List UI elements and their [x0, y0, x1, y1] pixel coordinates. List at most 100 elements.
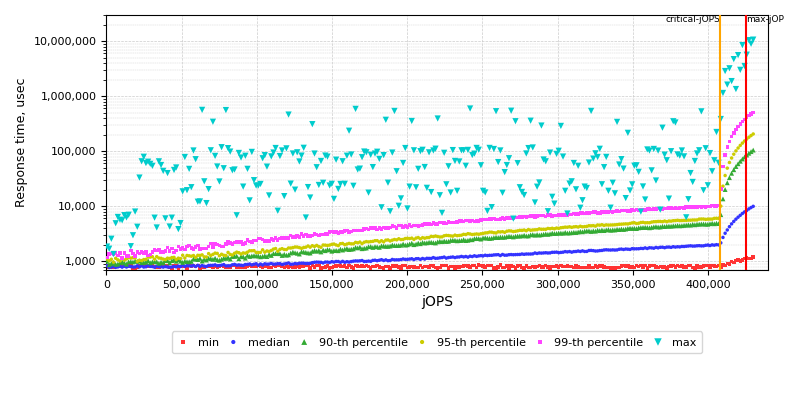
95-th percentile	[168, 254, 181, 260]
median	[369, 257, 382, 264]
95-th percentile	[609, 222, 622, 228]
max	[276, 147, 289, 154]
median	[690, 242, 703, 249]
median	[706, 242, 718, 248]
90-th percentile	[313, 247, 326, 254]
median	[710, 242, 723, 248]
90-th percentile	[669, 223, 682, 229]
99-th percentile	[429, 221, 442, 227]
95-th percentile	[425, 233, 438, 240]
median	[271, 260, 284, 267]
95-th percentile	[159, 256, 172, 263]
median	[442, 254, 455, 261]
95-th percentile	[674, 218, 686, 224]
median	[591, 248, 604, 254]
min	[421, 264, 434, 270]
90-th percentile	[366, 244, 379, 251]
Y-axis label: Response time, usec: Response time, usec	[15, 78, 28, 207]
90-th percentile	[218, 255, 230, 261]
99-th percentile	[574, 210, 586, 216]
max	[168, 167, 181, 173]
median	[241, 261, 254, 268]
95-th percentile	[163, 255, 176, 262]
95-th percentile	[502, 228, 515, 234]
median	[101, 262, 114, 269]
90-th percentile	[576, 228, 589, 235]
90-th percentile	[379, 243, 392, 250]
min	[226, 262, 238, 269]
min	[702, 262, 714, 269]
min	[734, 258, 746, 264]
99-th percentile	[416, 222, 429, 228]
median	[219, 263, 232, 269]
95-th percentile	[185, 253, 198, 260]
median	[406, 256, 418, 262]
99-th percentile	[111, 252, 124, 259]
min	[102, 264, 115, 270]
95-th percentile	[479, 230, 492, 236]
90-th percentile	[295, 248, 308, 255]
max	[178, 154, 191, 160]
99-th percentile	[717, 163, 730, 170]
90-th percentile	[250, 253, 262, 259]
90-th percentile	[703, 220, 716, 227]
median	[170, 264, 182, 270]
95-th percentile	[198, 254, 210, 260]
median	[567, 248, 580, 255]
median	[326, 258, 338, 265]
max	[416, 146, 429, 153]
min	[686, 264, 699, 271]
min	[699, 262, 712, 268]
min	[215, 262, 228, 268]
95-th percentile	[403, 235, 416, 242]
90-th percentile	[116, 259, 129, 265]
max	[429, 146, 442, 152]
99-th percentile	[319, 231, 332, 237]
min	[654, 264, 666, 270]
90-th percentile	[422, 239, 435, 246]
median	[732, 214, 745, 220]
99-th percentile	[425, 221, 438, 228]
min	[293, 264, 306, 270]
median	[401, 256, 414, 262]
median	[658, 244, 671, 251]
95-th percentile	[313, 243, 326, 250]
max	[336, 158, 349, 164]
90-th percentile	[222, 254, 234, 261]
99-th percentile	[464, 218, 477, 224]
99-th percentile	[652, 205, 665, 212]
min	[624, 264, 637, 270]
90-th percentile	[550, 230, 563, 237]
90-th percentile	[522, 233, 535, 239]
max	[675, 147, 688, 154]
min	[241, 263, 254, 269]
median	[726, 221, 738, 227]
95-th percentile	[289, 244, 302, 250]
median	[278, 261, 290, 267]
max	[632, 169, 645, 175]
95-th percentile	[604, 222, 617, 228]
99-th percentile	[234, 239, 247, 246]
90-th percentile	[544, 231, 557, 237]
min	[609, 265, 622, 271]
max	[407, 147, 420, 154]
min	[552, 264, 565, 270]
min	[742, 256, 755, 262]
max	[514, 184, 526, 190]
median	[194, 263, 206, 270]
99-th percentile	[427, 220, 440, 226]
min	[384, 265, 397, 271]
median	[582, 247, 595, 254]
90-th percentile	[656, 223, 669, 230]
90-th percentile	[321, 246, 334, 253]
max	[360, 149, 373, 156]
95-th percentile	[187, 252, 200, 259]
max	[570, 186, 582, 192]
95-th percentile	[246, 248, 258, 254]
95-th percentile	[399, 235, 412, 242]
99-th percentile	[174, 246, 187, 252]
min	[567, 264, 580, 271]
min	[345, 264, 358, 270]
95-th percentile	[501, 228, 514, 234]
95-th percentile	[703, 216, 716, 222]
